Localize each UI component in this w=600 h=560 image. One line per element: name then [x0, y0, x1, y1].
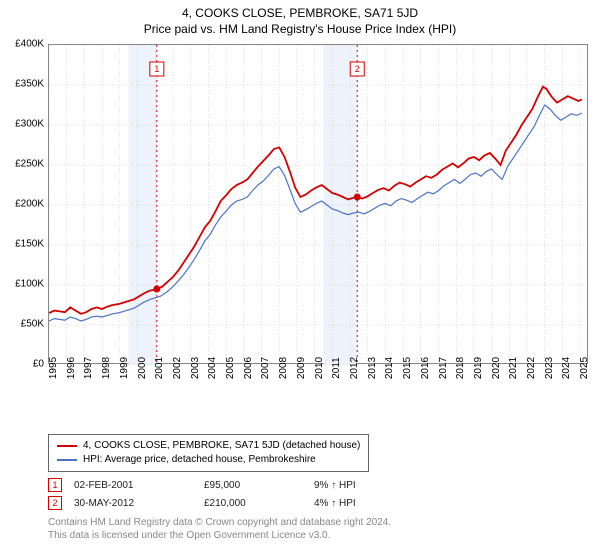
- footer-line: Contains HM Land Registry data © Crown c…: [48, 516, 391, 529]
- y-tick-label: £200K: [15, 199, 44, 210]
- x-tick-label: 2001: [154, 357, 165, 379]
- y-tick-label: £350K: [15, 79, 44, 90]
- y-tick-label: £50K: [21, 319, 44, 330]
- chart-subtitle: Price paid vs. HM Land Registry's House …: [0, 22, 600, 36]
- svg-text:1: 1: [154, 64, 159, 74]
- y-tick-label: £400K: [15, 39, 44, 50]
- plot-area: 12: [48, 44, 588, 364]
- transaction-hpi: 4% ↑ HPI: [314, 498, 394, 509]
- transaction-row: 2 30-MAY-2012 £210,000 4% ↑ HPI: [48, 494, 394, 512]
- legend-label: 4, COOKS CLOSE, PEMBROKE, SA71 5JD (deta…: [83, 439, 360, 453]
- x-tick-label: 2015: [402, 357, 413, 379]
- legend-swatch: [57, 459, 77, 461]
- x-tick-label: 1999: [119, 357, 130, 379]
- transaction-marker-icon: 1: [48, 478, 62, 492]
- x-tick-label: 1995: [48, 357, 59, 379]
- legend-row: 4, COOKS CLOSE, PEMBROKE, SA71 5JD (deta…: [57, 439, 360, 453]
- x-tick-label: 2025: [579, 357, 590, 379]
- x-tick-label: 2021: [508, 357, 519, 379]
- x-tick-label: 2010: [314, 357, 325, 379]
- x-tick-label: 2007: [260, 357, 271, 379]
- x-tick-label: 2013: [367, 357, 378, 379]
- x-tick-label: 2016: [420, 357, 431, 379]
- x-tick-label: 2008: [278, 357, 289, 379]
- x-tick-label: 2024: [561, 357, 572, 379]
- x-tick-label: 1998: [101, 357, 112, 379]
- transactions-table: 1 02-FEB-2001 £95,000 9% ↑ HPI 2 30-MAY-…: [48, 476, 394, 512]
- x-tick-label: 2020: [491, 357, 502, 379]
- y-tick-label: £0: [33, 359, 44, 370]
- transaction-date: 30-MAY-2012: [74, 498, 204, 509]
- transaction-row: 1 02-FEB-2001 £95,000 9% ↑ HPI: [48, 476, 394, 494]
- x-tick-label: 2005: [225, 357, 236, 379]
- x-tick-label: 2000: [137, 357, 148, 379]
- x-tick-label: 2023: [544, 357, 555, 379]
- transaction-marker-icon: 2: [48, 496, 62, 510]
- footer-line: This data is licensed under the Open Gov…: [48, 529, 391, 542]
- transaction-date: 02-FEB-2001: [74, 480, 204, 491]
- address-title: 4, COOKS CLOSE, PEMBROKE, SA71 5JD: [0, 6, 600, 20]
- x-tick-label: 2014: [384, 357, 395, 379]
- x-tick-label: 2018: [455, 357, 466, 379]
- footer-attribution: Contains HM Land Registry data © Crown c…: [48, 516, 391, 542]
- transaction-price: £95,000: [204, 480, 314, 491]
- titles: 4, COOKS CLOSE, PEMBROKE, SA71 5JD Price…: [0, 0, 600, 36]
- x-tick-label: 2017: [438, 357, 449, 379]
- chart-container: 4, COOKS CLOSE, PEMBROKE, SA71 5JD Price…: [0, 0, 600, 560]
- x-tick-label: 2019: [473, 357, 484, 379]
- transaction-hpi: 9% ↑ HPI: [314, 480, 394, 491]
- y-tick-label: £250K: [15, 159, 44, 170]
- x-tick-label: 2011: [331, 357, 342, 379]
- y-tick-label: £100K: [15, 279, 44, 290]
- x-tick-label: 2006: [243, 357, 254, 379]
- plot-svg: 12: [49, 45, 589, 365]
- y-tick-label: £150K: [15, 239, 44, 250]
- x-tick-label: 2002: [172, 357, 183, 379]
- x-tick-label: 2022: [526, 357, 537, 379]
- x-tick-label: 1996: [66, 357, 77, 379]
- transaction-price: £210,000: [204, 498, 314, 509]
- x-tick-label: 2012: [349, 357, 360, 379]
- x-tick-label: 1997: [83, 357, 94, 379]
- chart-area: 12 £0£50K£100K£150K£200K£250K£300K£350K£…: [48, 44, 588, 390]
- y-tick-label: £300K: [15, 119, 44, 130]
- legend-row: HPI: Average price, detached house, Pemb…: [57, 453, 360, 467]
- legend: 4, COOKS CLOSE, PEMBROKE, SA71 5JD (deta…: [48, 434, 369, 472]
- x-tick-label: 2004: [207, 357, 218, 379]
- x-tick-label: 2009: [296, 357, 307, 379]
- legend-swatch: [57, 445, 77, 447]
- svg-text:2: 2: [355, 64, 360, 74]
- legend-label: HPI: Average price, detached house, Pemb…: [83, 453, 316, 467]
- x-tick-label: 2003: [190, 357, 201, 379]
